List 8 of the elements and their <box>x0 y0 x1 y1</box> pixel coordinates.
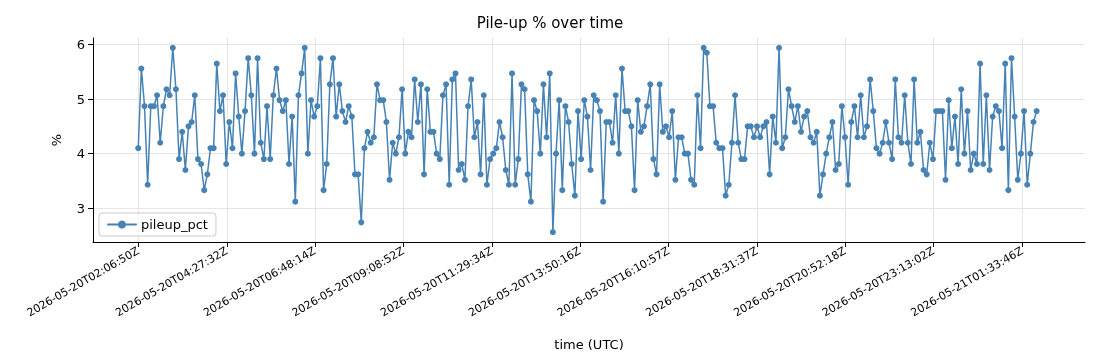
legend-label: pileup_pct <box>141 217 208 232</box>
y-tick-label: 4 <box>76 146 85 162</box>
y-tick-label: 3 <box>76 200 85 216</box>
y-tick-label: 6 <box>76 37 85 53</box>
x-axis-title: time (UTC) <box>554 337 624 352</box>
y-tick-label: 5 <box>76 91 85 107</box>
chart-title: Pile-up % over time <box>476 13 624 32</box>
y-axis-title: % <box>49 133 64 147</box>
